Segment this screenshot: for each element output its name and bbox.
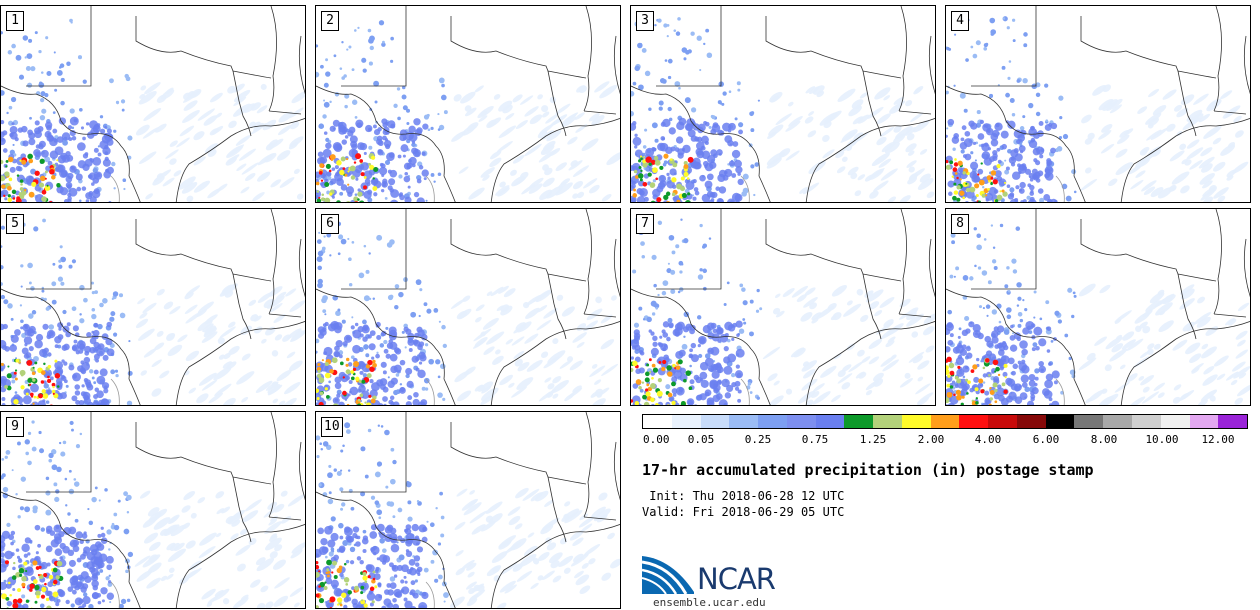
panel-number: 7 (636, 214, 654, 234)
panel-number: 6 (321, 214, 339, 234)
member-panel-3: 3 (630, 5, 936, 203)
logo-wordmark: NCAR (697, 562, 776, 596)
colorbar-tick: 0.05 (687, 433, 715, 446)
colorbar-tick: 0.75 (801, 433, 829, 446)
colorbar-swatch (930, 415, 960, 428)
page-title: 17-hr accumulated precipitation (in) pos… (642, 461, 1094, 479)
colorbar-swatch (1016, 415, 1046, 428)
colorbar-tick: 1.25 (859, 433, 887, 446)
init-time: Init: Thu 2018-06-28 12 UTC (642, 489, 845, 503)
valid-time: Valid: Fri 2018-06-29 05 UTC (642, 505, 845, 519)
colorbar-tick: 6.00 (1032, 433, 1060, 446)
colorbar-tick: 0.25 (744, 433, 772, 446)
precip-map (1, 209, 305, 405)
colorbar-swatch (1218, 415, 1248, 428)
colorbar-tick-labels: 0.00 0.05 0.25 0.75 1.25 2.00 4.00 6.00 8.00 10.0… (642, 433, 1260, 449)
precip-map (316, 412, 620, 608)
panel-number: 2 (321, 11, 339, 31)
precip-map (946, 209, 1250, 405)
colorbar-swatch (844, 415, 874, 428)
colorbar-swatch (643, 415, 672, 428)
site-url: ensemble.ucar.edu (653, 596, 766, 609)
member-panel-5: 5 (0, 208, 306, 406)
colorbar-swatch (729, 415, 759, 428)
colorbar-swatch (1045, 415, 1075, 428)
colorbar-tick: 2.00 (917, 433, 945, 446)
precip-map (1, 6, 305, 202)
colorbar-tick: 0.00 (643, 433, 670, 446)
colorbar-swatch (786, 415, 816, 428)
colorbar-swatches (642, 414, 1248, 429)
panel-number: 1 (6, 11, 24, 31)
colorbar-swatch (1103, 415, 1133, 428)
member-panel-2: 2 (315, 5, 621, 203)
colorbar-swatch (815, 415, 845, 428)
ncar-logo-icon (642, 556, 694, 595)
precip-map (316, 6, 620, 202)
member-panel-10: 10 (315, 411, 621, 609)
panel-number: 10 (321, 417, 343, 437)
precip-colorbar: 0.00 0.05 0.25 0.75 1.25 2.00 4.00 6.00 8.00 10.0… (642, 414, 1260, 449)
panel-number: 3 (636, 11, 654, 31)
panel-number: 9 (6, 417, 24, 437)
panel-number: 5 (6, 214, 24, 234)
colorbar-swatch (1132, 415, 1161, 428)
colorbar-swatch (1074, 415, 1104, 428)
colorbar-swatch (873, 415, 902, 428)
precip-map (316, 209, 620, 405)
member-panel-4: 4 (945, 5, 1251, 203)
colorbar-tick: 8.00 (1090, 433, 1118, 446)
panel-number: 8 (951, 214, 969, 234)
colorbar-swatch (758, 415, 787, 428)
member-panel-8: 8 (945, 208, 1251, 406)
colorbar-swatch (1189, 415, 1219, 428)
colorbar-swatch (901, 415, 931, 428)
colorbar-swatch (1160, 415, 1190, 428)
colorbar-swatch (671, 415, 701, 428)
colorbar-swatch (959, 415, 989, 428)
member-panel-1: 1 (0, 5, 306, 203)
colorbar-tick: 10.00 (1145, 433, 1179, 446)
precip-map (631, 6, 935, 202)
member-panel-7: 7 (630, 208, 936, 406)
panel-number: 4 (951, 11, 969, 31)
colorbar-tick: 12.00 (1201, 433, 1235, 446)
colorbar-swatch (700, 415, 730, 428)
precip-map (631, 209, 935, 405)
precip-map (946, 6, 1250, 202)
member-panel-9: 9 (0, 411, 306, 609)
colorbar-tick: 4.00 (974, 433, 1002, 446)
member-panel-6: 6 (315, 208, 621, 406)
precip-map (1, 412, 305, 608)
colorbar-swatch (988, 415, 1017, 428)
